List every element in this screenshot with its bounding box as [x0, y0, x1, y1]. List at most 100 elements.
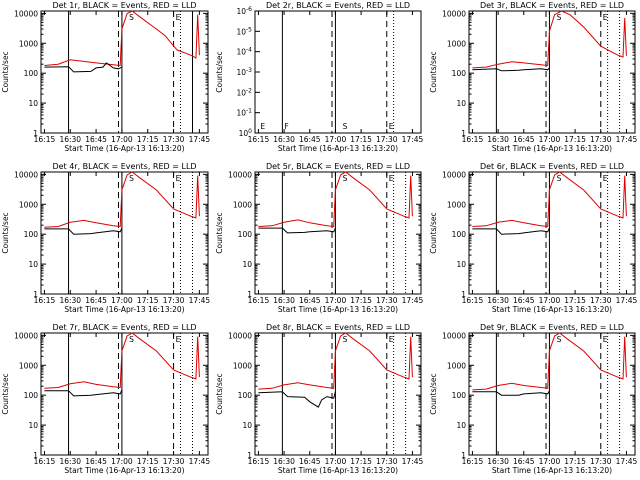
x-tick-label: 16:45 — [299, 296, 321, 305]
y-tick-label: 10-1 — [236, 108, 252, 118]
y-tick-label: 1000 — [19, 200, 38, 209]
flag-label: E — [176, 13, 181, 22]
x-tick-label: 16:15 — [34, 457, 56, 466]
flag-label: E — [603, 335, 608, 344]
y-tick-label: 10-2 — [236, 87, 252, 97]
flag-label: E — [176, 335, 181, 344]
x-tick-label: 17:45 — [189, 135, 211, 144]
x-tick-label: 17:30 — [163, 296, 185, 305]
events-series-line — [44, 389, 123, 397]
x-tick-label: 16:45 — [85, 296, 107, 305]
y-tick-label: 100 — [238, 230, 253, 239]
x-tick-label: 17:15 — [137, 135, 159, 144]
x-tick-label: 17:30 — [163, 135, 185, 144]
y-tick-exp: -1 — [246, 108, 252, 115]
x-tick-label: 16:30 — [273, 135, 295, 144]
x-tick-label: 17:15 — [137, 296, 159, 305]
y-tick-label: 100 — [452, 69, 467, 78]
events-series-line — [44, 227, 123, 235]
lld-series-line — [472, 171, 627, 228]
y-tick-label: 1 — [461, 451, 466, 460]
x-tick-label: 17:00 — [539, 296, 561, 305]
x-axis-label: Start Time (16-Apr-13 16:13:20) — [492, 144, 612, 153]
flag-label: F — [284, 122, 288, 131]
y-tick-label: 10000 — [14, 9, 38, 18]
y-tick-base: 10 — [236, 27, 246, 36]
chart-title: Det 4r, BLACK = Events, RED = LLD — [52, 162, 196, 171]
y-tick-label: 1000 — [233, 361, 252, 370]
y-tick-label: 1 — [461, 129, 466, 138]
y-tick-base: 10 — [236, 88, 246, 97]
y-tick-label: 10-5 — [236, 26, 252, 36]
y-tick-label: 1000 — [233, 200, 252, 209]
x-tick-label: 16:30 — [273, 457, 295, 466]
y-tick-label: 100 — [452, 230, 467, 239]
y-tick-label: 100 — [24, 230, 39, 239]
y-tick-label: 10-6 — [236, 6, 252, 16]
y-tick-label: 10000 — [442, 331, 466, 340]
x-axis-label: Start Time (16-Apr-13 16:13:20) — [278, 144, 398, 153]
y-tick-label: 1 — [461, 290, 466, 299]
chart-title: Det 6r, BLACK = Events, RED = LLD — [480, 162, 624, 171]
y-tick-label: 1000 — [447, 361, 466, 370]
x-tick-label: 17:00 — [111, 135, 133, 144]
y-tick-exp: -5 — [246, 26, 252, 33]
y-tick-label: 1 — [247, 290, 252, 299]
x-tick-label: 16:15 — [248, 457, 270, 466]
y-axis-label: Counts/sec — [429, 373, 438, 414]
lld-series-line — [44, 332, 200, 389]
y-tick-label: 10 — [28, 421, 38, 430]
plot-frame — [468, 332, 636, 456]
y-tick-exp: -2 — [246, 87, 252, 94]
flag-label: E — [389, 174, 394, 183]
x-tick-label: 17:00 — [111, 457, 133, 466]
flag-label: S — [129, 13, 134, 22]
x-tick-label: 16:30 — [487, 135, 509, 144]
lld-series-line — [44, 171, 200, 228]
x-axis-label: Start Time (16-Apr-13 16:13:20) — [64, 144, 184, 153]
y-tick-exp: 0 — [248, 128, 252, 135]
y-tick-label: 10000 — [228, 170, 252, 179]
y-tick-exp: -4 — [246, 47, 252, 54]
y-tick-label: 10-3 — [236, 67, 252, 77]
y-tick-label: 10 — [456, 421, 466, 430]
y-tick-label: 10000 — [442, 170, 466, 179]
y-tick-label: 10-4 — [236, 47, 252, 57]
x-tick-label: 17:30 — [376, 457, 398, 466]
x-tick-label: 17:15 — [564, 296, 586, 305]
y-axis-label: Counts/sec — [215, 373, 224, 414]
x-tick-label: 17:15 — [350, 457, 372, 466]
y-tick-base: 10 — [236, 48, 246, 57]
events-series-line — [258, 391, 336, 408]
y-tick-label: 1000 — [19, 361, 38, 370]
chart-title: Det 3r, BLACK = Events, RED = LLD — [480, 1, 624, 10]
flag-label: E — [603, 174, 608, 183]
y-axis-label: Counts/sec — [1, 51, 10, 92]
plot-frame — [254, 332, 422, 456]
y-tick-label: 10 — [28, 99, 38, 108]
x-tick-label: 16:15 — [462, 457, 484, 466]
y-tick-label: 10 — [456, 260, 466, 269]
flag-label: S — [557, 174, 562, 183]
x-tick-label: 16:45 — [513, 135, 535, 144]
flag-label: S — [557, 13, 562, 22]
x-tick-label: 17:30 — [376, 135, 398, 144]
plot-frame — [468, 10, 636, 134]
x-tick-label: 17:00 — [111, 296, 133, 305]
x-tick-label: 17:15 — [350, 135, 372, 144]
y-tick-label: 100 — [238, 391, 253, 400]
y-tick-label: 10 — [456, 99, 466, 108]
flag-label: E — [389, 122, 394, 131]
y-tick-label: 100 — [452, 391, 467, 400]
x-axis-label: Start Time (16-Apr-13 16:13:20) — [278, 305, 398, 314]
y-axis-label: Counts/sec — [429, 212, 438, 253]
plot-frame — [40, 171, 209, 295]
y-tick-label: 1000 — [19, 39, 38, 48]
x-tick-label: 17:00 — [539, 135, 561, 144]
events-series-line — [472, 227, 550, 235]
x-tick-label: 17:45 — [616, 135, 638, 144]
